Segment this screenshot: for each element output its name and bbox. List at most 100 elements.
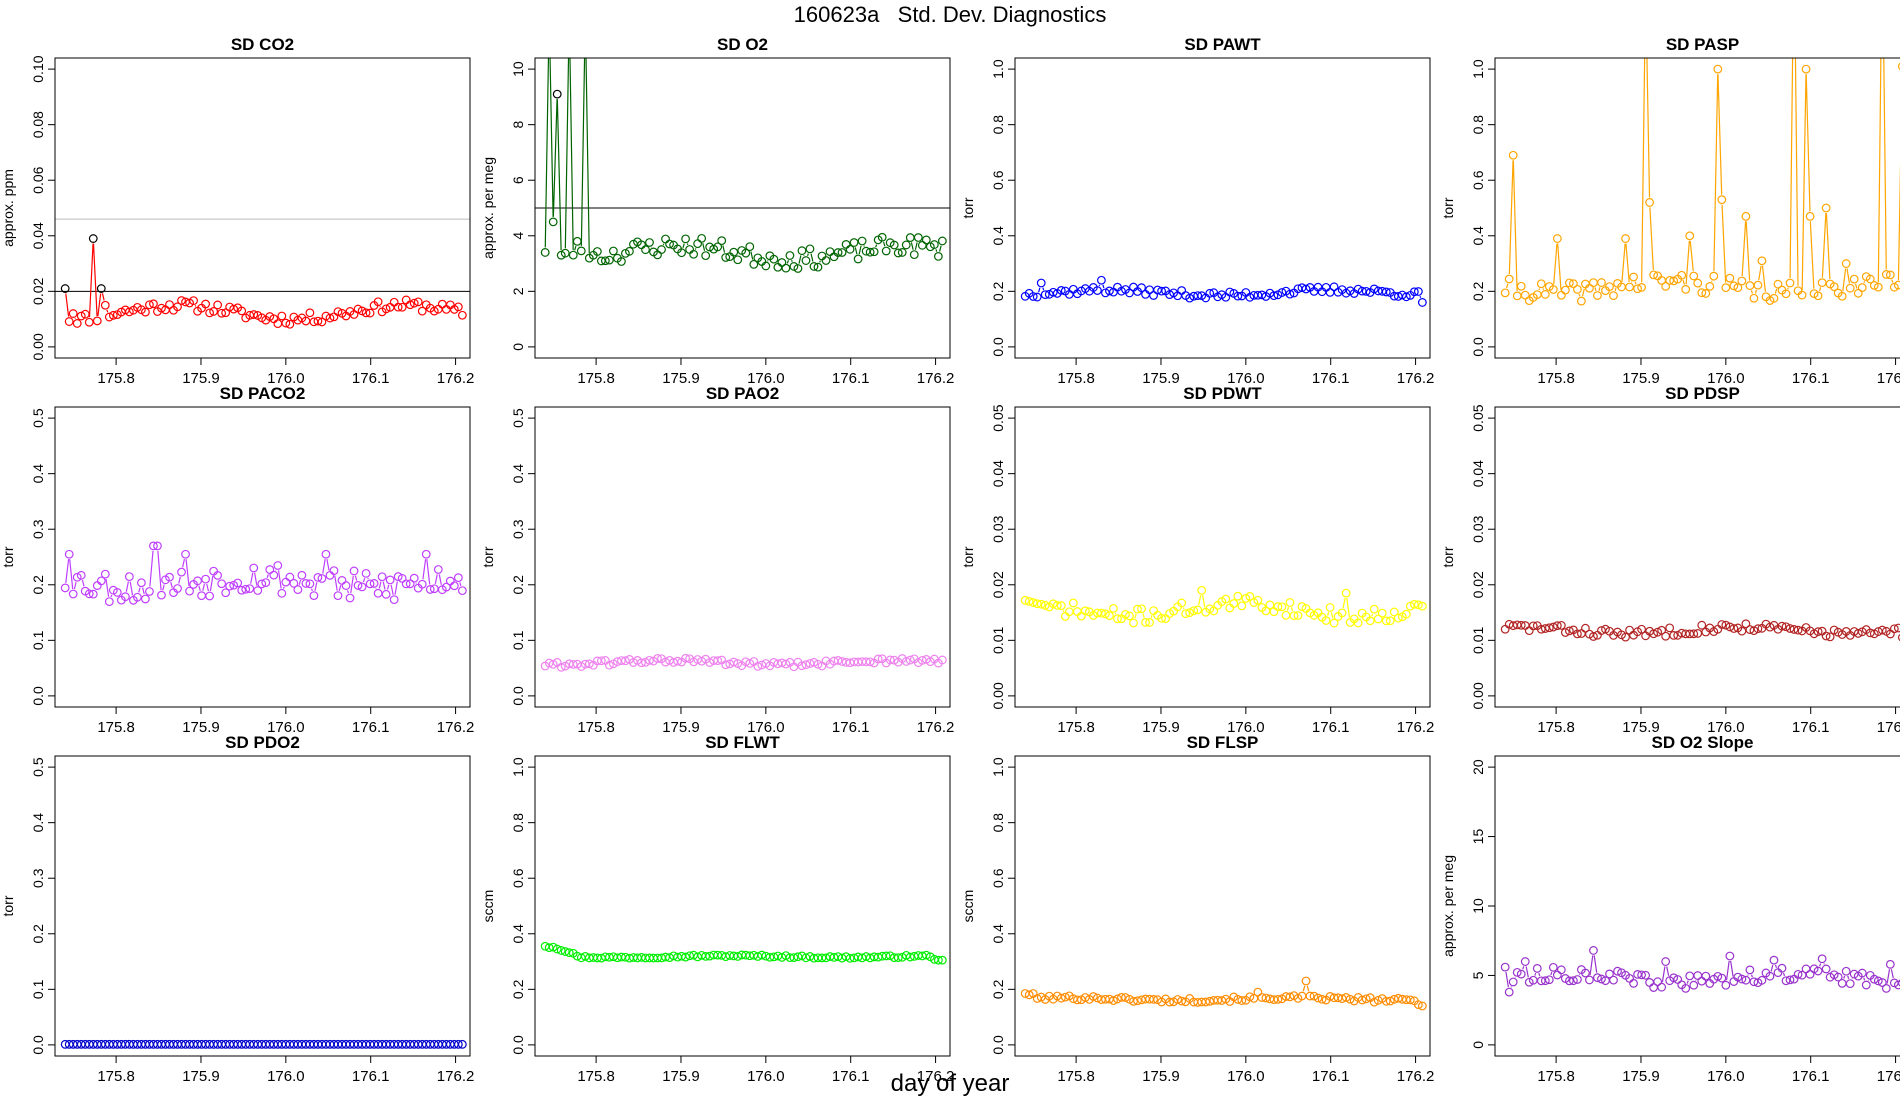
chart-panel: SD CO2 approx. ppm 0.00 0.02 0.04 0.06 0.08 0.1…	[0, 35, 474, 387]
data-point	[84, 589, 94, 599]
y-tick-label: 0.0	[30, 686, 46, 706]
data-point	[677, 248, 686, 258]
y-tick-label: 1.0	[510, 757, 526, 777]
y-tick-label: 10	[1470, 898, 1486, 914]
data-point	[421, 549, 431, 559]
y-tick-label: 0.0	[990, 1035, 1006, 1055]
data-point	[560, 947, 570, 956]
data-point	[793, 264, 803, 273]
data-point	[1621, 234, 1630, 243]
data-point	[1273, 994, 1283, 1004]
data-point	[1705, 282, 1715, 291]
data-point	[1589, 632, 1598, 641]
data-point	[781, 659, 791, 669]
data-point	[1741, 619, 1751, 629]
data-point	[1544, 623, 1554, 633]
data-point	[1589, 946, 1598, 955]
plot-frame	[1014, 57, 1431, 359]
data-point	[273, 319, 283, 329]
data-point	[905, 233, 915, 242]
data-point	[1389, 607, 1399, 617]
x-tick-label: 176.1	[352, 719, 390, 736]
data-point	[1597, 974, 1606, 984]
data-point	[841, 952, 851, 962]
data-point	[1837, 291, 1847, 301]
data-point	[1417, 298, 1427, 307]
data-point	[1277, 602, 1287, 612]
data-point	[592, 247, 602, 256]
data-point	[1821, 964, 1831, 974]
data-point	[201, 574, 211, 584]
plot-area	[60, 541, 467, 607]
data-point	[889, 240, 899, 250]
y-tick-label: 8	[510, 121, 526, 129]
data-point	[229, 304, 239, 314]
data-point	[1817, 954, 1827, 964]
data-point	[1385, 996, 1395, 1006]
data-point	[681, 234, 691, 244]
data-point	[689, 249, 699, 259]
data-point	[205, 591, 215, 601]
y-tick-label: 6	[510, 176, 526, 184]
data-point	[68, 309, 78, 318]
chart-title: SD FLWT	[705, 733, 780, 752]
y-tick-label: 0.2	[990, 979, 1006, 999]
data-point	[1797, 290, 1807, 300]
data-point	[1377, 608, 1387, 618]
data-point	[857, 236, 867, 246]
data-point	[765, 952, 775, 962]
data-point	[1813, 627, 1823, 637]
data-point	[273, 561, 283, 570]
y-tick-label: 1.0	[990, 59, 1006, 79]
data-point	[60, 583, 70, 593]
data-point	[1841, 966, 1851, 976]
data-point	[329, 566, 339, 576]
data-point	[1265, 600, 1275, 610]
data-point	[1052, 601, 1062, 610]
data-point	[449, 581, 459, 591]
data-point	[801, 660, 811, 670]
data-point	[548, 659, 558, 669]
data-point	[1885, 959, 1895, 969]
data-point	[1721, 980, 1731, 990]
chart-title: SD PAWT	[1184, 35, 1261, 54]
data-point	[921, 235, 931, 245]
data-point	[84, 317, 94, 327]
data-point	[1125, 288, 1134, 298]
data-point	[261, 578, 271, 587]
x-tick-label: 176.1	[832, 719, 870, 736]
data-point	[1137, 283, 1146, 293]
data-point	[1193, 291, 1203, 301]
data-point	[845, 244, 855, 254]
data-point	[697, 233, 707, 243]
data-point	[1593, 291, 1602, 300]
data-point	[1777, 963, 1787, 973]
data-point	[813, 659, 823, 669]
data-point	[1225, 287, 1235, 297]
data-point	[1653, 627, 1663, 637]
data-point	[608, 246, 618, 256]
data-point	[1653, 977, 1663, 987]
data-point	[1173, 995, 1183, 1004]
data-point	[1113, 614, 1122, 624]
data-point	[1520, 957, 1530, 966]
data-point	[641, 245, 650, 255]
x-tick-label: 175.8	[577, 719, 615, 736]
data-point	[1757, 975, 1767, 985]
chart-panel: SD PAWT torr 0.0 0.2 0.4 0.6 0.8 1.0 175.8 175.9 1…	[960, 35, 1434, 387]
data-point	[1157, 613, 1166, 623]
data-point	[1233, 291, 1243, 301]
chart-title: SD PASP	[1666, 35, 1739, 54]
y-axis-label: approx. per meg	[1440, 855, 1456, 957]
data-point	[381, 589, 391, 599]
data-point	[1257, 993, 1267, 1002]
data-point	[1733, 283, 1743, 293]
data-point	[1532, 964, 1542, 973]
data-point	[1197, 585, 1207, 595]
data-point	[1536, 279, 1546, 289]
data-point	[313, 316, 323, 326]
data-point	[108, 310, 118, 320]
data-point	[929, 240, 939, 249]
data-point	[1737, 974, 1747, 984]
data-point	[165, 572, 174, 582]
